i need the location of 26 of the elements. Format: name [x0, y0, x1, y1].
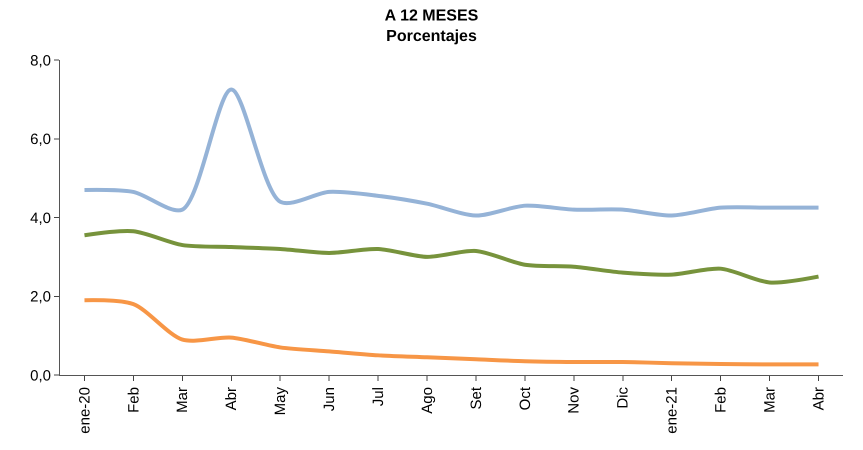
line-series — [82, 88, 821, 218]
chart-subtitle: Porcentajes — [386, 28, 477, 46]
x-tick-label: Dic — [614, 386, 632, 409]
x-tick-label: Nov — [566, 386, 583, 414]
x-tick-label: Jun — [321, 387, 338, 412]
x-tick-label: Ago — [418, 387, 436, 414]
line-series — [82, 298, 821, 366]
y-tick-label: 0,0 — [30, 367, 51, 384]
x-tick-label: ene-21 — [664, 387, 681, 434]
x-tick-label: Mar — [761, 387, 778, 413]
x-tick-label: Jul — [370, 387, 387, 406]
x-tick-label: Abr — [810, 386, 828, 410]
chart-title: A 12 MESES — [384, 7, 479, 24]
x-tick-label: Oct — [516, 386, 534, 410]
x-tick-label: Mar — [174, 387, 192, 413]
x-tick-label: Set — [468, 386, 485, 410]
y-tick-label: 2,0 — [30, 288, 51, 306]
y-tick-label: 8,0 — [30, 52, 51, 70]
x-tick-label: Abr — [223, 386, 240, 410]
x-tick-label: ene-20 — [76, 387, 94, 434]
x-tick-label: May — [272, 386, 290, 416]
x-tick-label: Feb — [125, 387, 142, 413]
x-tick-label: Feb — [712, 387, 730, 413]
y-tick-label: 6,0 — [30, 131, 51, 148]
line-series — [82, 229, 821, 285]
y-tick-label: 4,0 — [30, 210, 51, 227]
